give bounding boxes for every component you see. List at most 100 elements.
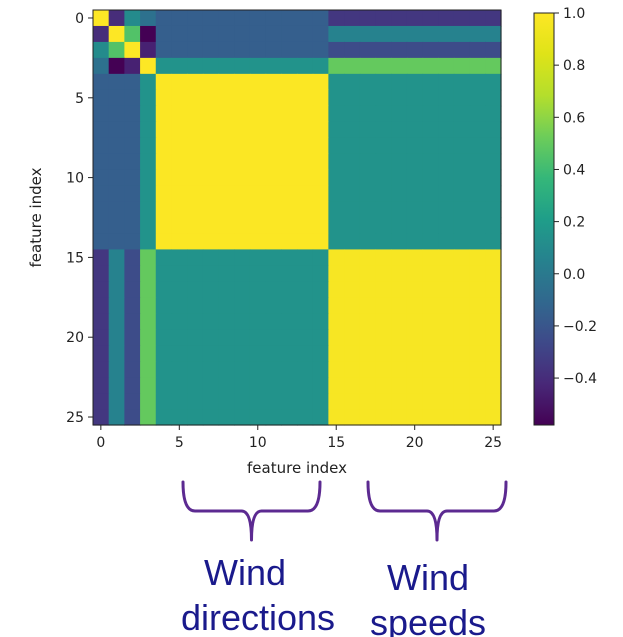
heatmap-cell — [406, 25, 424, 43]
heatmap-cell — [108, 233, 125, 251]
heatmap-cell — [187, 169, 204, 187]
heatmap-cell — [234, 377, 251, 394]
heatmap-cell — [297, 105, 314, 123]
heatmap-cell — [453, 169, 471, 187]
heatmap-cell — [281, 281, 298, 298]
heatmap-cell — [438, 265, 455, 282]
heatmap-cell — [438, 169, 455, 187]
heatmap-cell — [312, 217, 329, 235]
heatmap-cell — [469, 137, 486, 155]
heatmap-cell — [406, 361, 424, 378]
heatmap-cell — [391, 409, 408, 426]
heatmap-cell — [359, 10, 377, 27]
heatmap-cell — [108, 281, 125, 298]
heatmap-cell — [234, 137, 251, 155]
heatmap-cell — [234, 313, 251, 330]
heatmap-cell — [171, 249, 188, 266]
heatmap-cell — [485, 217, 502, 235]
heatmap-cell — [124, 41, 141, 59]
heatmap-cell — [391, 185, 408, 203]
heatmap-cell — [281, 73, 298, 91]
heatmap-cell — [438, 57, 455, 75]
heatmap-cell — [391, 105, 408, 123]
y-tick-label: 5 — [75, 91, 84, 107]
heatmap-cell — [406, 329, 424, 346]
heatmap-cell — [249, 345, 267, 362]
heatmap-cell — [328, 137, 345, 155]
heatmap-cell — [406, 89, 424, 107]
heatmap-cell — [453, 121, 471, 139]
heatmap-cell — [359, 89, 377, 107]
heatmap-cell — [155, 137, 173, 155]
heatmap-cell — [202, 313, 220, 330]
heatmap-cell — [187, 10, 204, 27]
wind-directions-label-line1: Wind — [204, 552, 286, 593]
heatmap-cell — [202, 377, 220, 394]
heatmap-cell — [344, 41, 361, 59]
heatmap-cell — [202, 10, 220, 27]
heatmap-cell — [328, 361, 345, 378]
heatmap-cell — [124, 73, 141, 91]
heatmap-cell — [234, 185, 251, 203]
heatmap-cell — [171, 361, 188, 378]
heatmap-cell — [297, 329, 314, 346]
heatmap-cell — [328, 121, 345, 139]
heatmap-cell — [359, 153, 377, 171]
heatmap-cell — [171, 329, 188, 346]
heatmap-cell — [234, 393, 251, 410]
heatmap-cell — [234, 169, 251, 187]
heatmap-cell — [344, 185, 361, 203]
heatmap-cell — [108, 249, 125, 266]
heatmap-cell — [297, 281, 314, 298]
heatmap-cell — [375, 233, 392, 251]
heatmap-cell — [297, 361, 314, 378]
heatmap-cell — [202, 217, 220, 235]
heatmap-cell — [453, 297, 471, 314]
colorbar-tick-label: 0.6 — [563, 110, 585, 126]
heatmap-cell — [469, 409, 486, 426]
heatmap-cell — [469, 377, 486, 394]
heatmap-cell — [406, 249, 424, 266]
heatmap-cell — [406, 201, 424, 219]
heatmap-cell — [375, 313, 392, 330]
heatmap-cell — [422, 105, 439, 123]
heatmap-cell — [187, 393, 204, 410]
heatmap-cell — [124, 89, 141, 107]
heatmap-cell — [218, 105, 235, 123]
heatmap-cell — [485, 185, 502, 203]
heatmap-cell — [234, 297, 251, 314]
heatmap-cell — [469, 265, 486, 282]
heatmap-cell — [438, 313, 455, 330]
heatmap-cell — [171, 89, 188, 107]
heatmap-cell — [93, 201, 110, 219]
heatmap-cell — [453, 233, 471, 251]
heatmap-cell — [265, 153, 282, 171]
heatmap-cell — [124, 201, 141, 219]
heatmap-cell — [375, 137, 392, 155]
heatmap-cell — [297, 41, 314, 59]
heatmap-cell — [108, 73, 125, 91]
heatmap-cell — [124, 105, 141, 123]
heatmap-cell — [93, 345, 110, 362]
heatmap-cell — [312, 185, 329, 203]
heatmap-cell — [359, 185, 377, 203]
heatmap-cell — [391, 249, 408, 266]
heatmap-cell — [249, 201, 267, 219]
heatmap-cell — [453, 137, 471, 155]
heatmap-cell — [469, 25, 486, 43]
heatmap-cell — [108, 201, 125, 219]
heatmap-cell — [297, 185, 314, 203]
heatmap-cell — [218, 41, 235, 59]
heatmap-cell — [202, 25, 220, 43]
heatmap-cell — [234, 361, 251, 378]
heatmap-cell — [422, 217, 439, 235]
heatmap-cell — [171, 217, 188, 235]
heatmap-cell — [438, 217, 455, 235]
heatmap-cell — [453, 377, 471, 394]
heatmap-cell — [108, 345, 125, 362]
heatmap-cell — [155, 89, 173, 107]
heatmap-cell — [453, 89, 471, 107]
heatmap-cell — [249, 265, 267, 282]
x-tick-label: 15 — [327, 435, 345, 451]
heatmap-cell — [171, 233, 188, 251]
